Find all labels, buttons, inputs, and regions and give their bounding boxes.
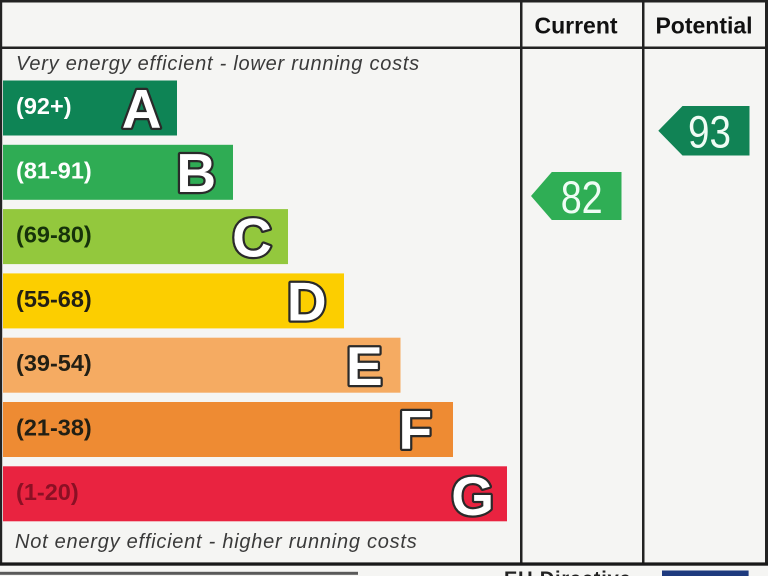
svg-text:(21-38): (21-38) (16, 415, 92, 441)
svg-text:C: C (232, 206, 272, 268)
svg-text:A: A (122, 78, 162, 140)
svg-text:E: E (346, 335, 383, 397)
svg-text:Very energy efficient - lower: Very energy efficient - lower running co… (16, 53, 420, 75)
svg-text:Current: Current (534, 13, 617, 39)
svg-text:93: 93 (688, 107, 731, 158)
svg-text:(55-68): (55-68) (16, 286, 92, 312)
svg-text:EU Directive: EU Directive (504, 568, 631, 576)
svg-text:(92+): (92+) (16, 93, 72, 119)
svg-text:Not energy efficient - higher: Not energy efficient - higher running co… (15, 531, 417, 553)
svg-text:(69-80): (69-80) (16, 222, 92, 248)
svg-text:Potential: Potential (655, 13, 752, 39)
svg-text:B: B (176, 142, 216, 204)
svg-text:(39-54): (39-54) (16, 350, 92, 376)
svg-text:82: 82 (561, 172, 603, 223)
svg-text:F: F (398, 399, 432, 461)
svg-text:G: G (451, 465, 494, 527)
svg-text:D: D (287, 271, 327, 333)
svg-text:(81-91): (81-91) (16, 157, 92, 183)
svg-text:(1-20): (1-20) (16, 479, 79, 505)
